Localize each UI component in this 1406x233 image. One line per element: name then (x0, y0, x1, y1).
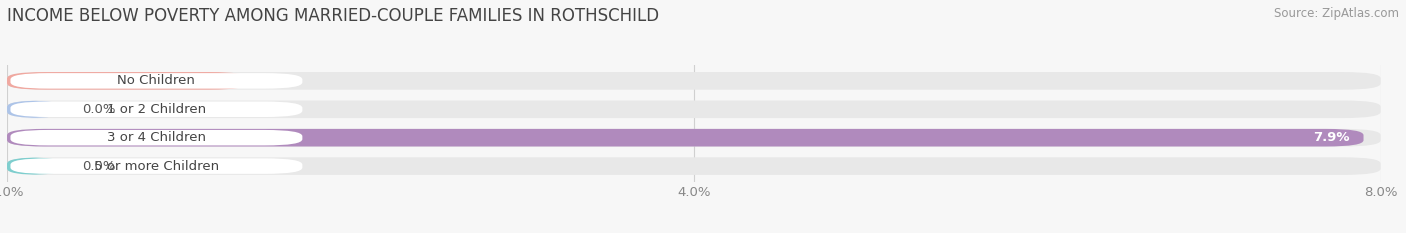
FancyBboxPatch shape (7, 100, 62, 118)
Text: INCOME BELOW POVERTY AMONG MARRIED-COUPLE FAMILIES IN ROTHSCHILD: INCOME BELOW POVERTY AMONG MARRIED-COUPL… (7, 7, 659, 25)
FancyBboxPatch shape (7, 129, 1364, 147)
FancyBboxPatch shape (10, 73, 302, 89)
Text: 1.4%: 1.4% (197, 74, 233, 87)
FancyBboxPatch shape (7, 157, 62, 175)
Text: 5 or more Children: 5 or more Children (94, 160, 219, 173)
Text: 3 or 4 Children: 3 or 4 Children (107, 131, 205, 144)
Text: Source: ZipAtlas.com: Source: ZipAtlas.com (1274, 7, 1399, 20)
FancyBboxPatch shape (7, 100, 1381, 118)
FancyBboxPatch shape (7, 72, 1381, 90)
Text: No Children: No Children (118, 74, 195, 87)
Text: 0.0%: 0.0% (83, 160, 117, 173)
FancyBboxPatch shape (7, 157, 1381, 175)
FancyBboxPatch shape (7, 72, 247, 90)
FancyBboxPatch shape (10, 130, 302, 145)
Text: 1 or 2 Children: 1 or 2 Children (107, 103, 205, 116)
Text: 7.9%: 7.9% (1313, 131, 1350, 144)
FancyBboxPatch shape (7, 129, 1381, 147)
Text: 0.0%: 0.0% (83, 103, 117, 116)
FancyBboxPatch shape (10, 158, 302, 174)
FancyBboxPatch shape (10, 102, 302, 117)
